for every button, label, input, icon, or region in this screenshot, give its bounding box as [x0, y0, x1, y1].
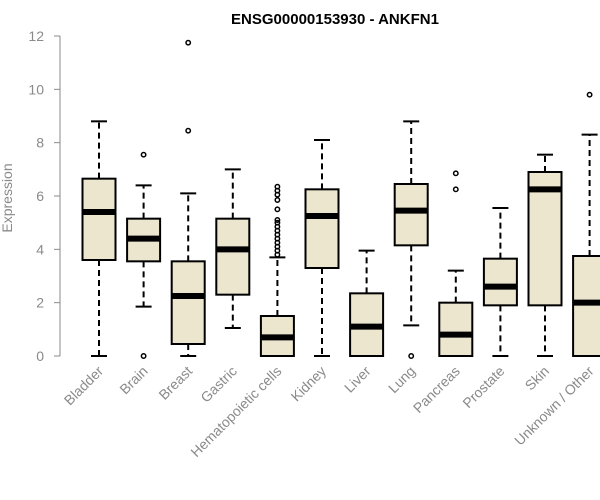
outlier-point	[140, 353, 147, 359]
chart-title: ENSG00000153930 - ANKFN1	[231, 11, 439, 28]
x-category-label: Bladder	[61, 363, 107, 409]
box-prostate	[482, 207, 518, 357]
x-category-label: Liver	[341, 363, 374, 396]
x-category-label: Pancreas	[410, 363, 463, 416]
outlier-point	[274, 217, 281, 223]
box-unknown-other	[572, 91, 600, 357]
outlier-point	[185, 39, 192, 46]
outlier-point	[452, 186, 459, 193]
outlier-point	[274, 183, 281, 190]
box-lung	[393, 120, 429, 359]
box-hematopoietic-cells	[259, 183, 295, 357]
outlier-point	[140, 151, 147, 158]
x-category-label: Lung	[385, 363, 418, 396]
outlier-point	[408, 353, 415, 359]
outlier-point	[185, 127, 192, 134]
x-category-label: Unknown / Other	[511, 363, 597, 449]
y-tick-label: 4	[36, 241, 44, 257]
iqr-box	[170, 260, 206, 346]
x-category-label: Kidney	[288, 363, 330, 405]
outlier-point	[452, 170, 459, 177]
x-category-label: Prostate	[459, 363, 507, 411]
y-tick-label: 12	[28, 28, 44, 44]
iqr-box	[304, 188, 340, 269]
iqr-box	[527, 171, 563, 307]
box-kidney	[304, 139, 340, 357]
x-category-label: Brain	[116, 363, 150, 397]
y-tick-label: 2	[36, 295, 44, 311]
box-pancreas	[438, 170, 474, 357]
box-brain	[126, 151, 162, 359]
x-category-label: Breast	[155, 363, 195, 403]
y-axis: 0 2 4 6 8 10 12	[28, 28, 61, 364]
box-skin	[527, 153, 563, 357]
outlier-point	[274, 219, 281, 226]
iqr-box	[438, 301, 474, 357]
outlier-point	[586, 91, 593, 98]
outlier-point	[274, 206, 281, 213]
y-tick-label: 0	[36, 348, 44, 364]
boxes-group	[81, 39, 600, 359]
iqr-box	[81, 177, 117, 262]
x-category-label: Skin	[522, 363, 553, 394]
iqr-box	[215, 217, 251, 296]
box-bladder	[81, 120, 117, 357]
box-liver	[349, 249, 385, 358]
x-category-label: Gastric	[197, 363, 240, 406]
y-tick-label: 10	[28, 81, 44, 97]
outlier-point	[274, 197, 281, 203]
y-tick-label: 8	[36, 135, 44, 151]
y-axis-label: Expression	[0, 163, 15, 232]
box-gastric	[215, 168, 251, 329]
iqr-box	[482, 257, 518, 307]
iqr-box	[572, 255, 600, 357]
iqr-box	[393, 183, 429, 247]
box-breast	[170, 39, 206, 357]
y-tick-label: 6	[36, 188, 44, 204]
